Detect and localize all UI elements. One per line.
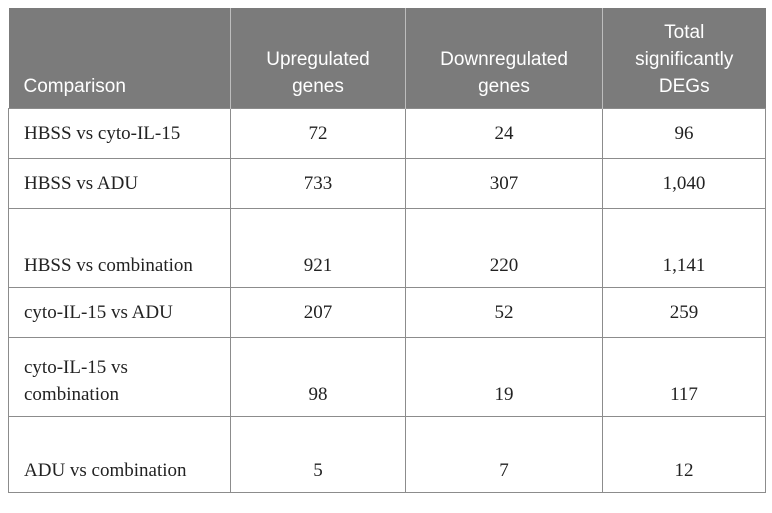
row-downregulated: 7 (405, 415, 603, 493)
row-total: 1,040 (602, 157, 766, 209)
header-upregulated: Upregulated genes (230, 8, 406, 108)
row-downregulated: 24 (405, 107, 603, 159)
row-comparison: ADU vs combination (8, 415, 231, 493)
row-comparison: cyto-IL-15 vs combination (8, 336, 231, 417)
deg-table-container: Comparison Upregulated genes Downregulat… (8, 8, 766, 493)
row-downregulated: 220 (405, 207, 603, 288)
row-comparison: HBSS vs ADU (8, 157, 231, 209)
row-upregulated: 72 (230, 107, 406, 159)
row-total: 117 (602, 336, 766, 417)
row-total: 12 (602, 415, 766, 493)
row-total: 259 (602, 286, 766, 338)
header-downregulated: Downregulated genes (405, 8, 603, 108)
row-upregulated: 5 (230, 415, 406, 493)
header-total-degs: Total significantly DEGs (602, 8, 766, 108)
row-upregulated: 207 (230, 286, 406, 338)
row-upregulated: 98 (230, 336, 406, 417)
table-row: HBSS vs ADU 733 307 1,040 (8, 157, 766, 209)
header-comparison: Comparison (8, 8, 231, 108)
row-total: 1,141 (602, 207, 766, 288)
row-comparison: HBSS vs combination (8, 207, 231, 288)
row-downregulated: 307 (405, 157, 603, 209)
row-total: 96 (602, 107, 766, 159)
row-upregulated: 733 (230, 157, 406, 209)
table-row: cyto-IL-15 vs combination 98 19 117 (8, 336, 766, 417)
row-downregulated: 19 (405, 336, 603, 417)
table-row: HBSS vs combination 921 220 1,141 (8, 207, 766, 288)
deg-comparison-table: Comparison Upregulated genes Downregulat… (8, 8, 766, 493)
row-downregulated: 52 (405, 286, 603, 338)
row-comparison: cyto-IL-15 vs ADU (8, 286, 231, 338)
table-row: ADU vs combination 5 7 12 (8, 415, 766, 493)
row-upregulated: 921 (230, 207, 406, 288)
table-row: HBSS vs cyto-IL-15 72 24 96 (8, 107, 766, 159)
row-comparison: HBSS vs cyto-IL-15 (8, 107, 231, 159)
table-header-row: Comparison Upregulated genes Downregulat… (8, 8, 766, 108)
table-row: cyto-IL-15 vs ADU 207 52 259 (8, 286, 766, 338)
